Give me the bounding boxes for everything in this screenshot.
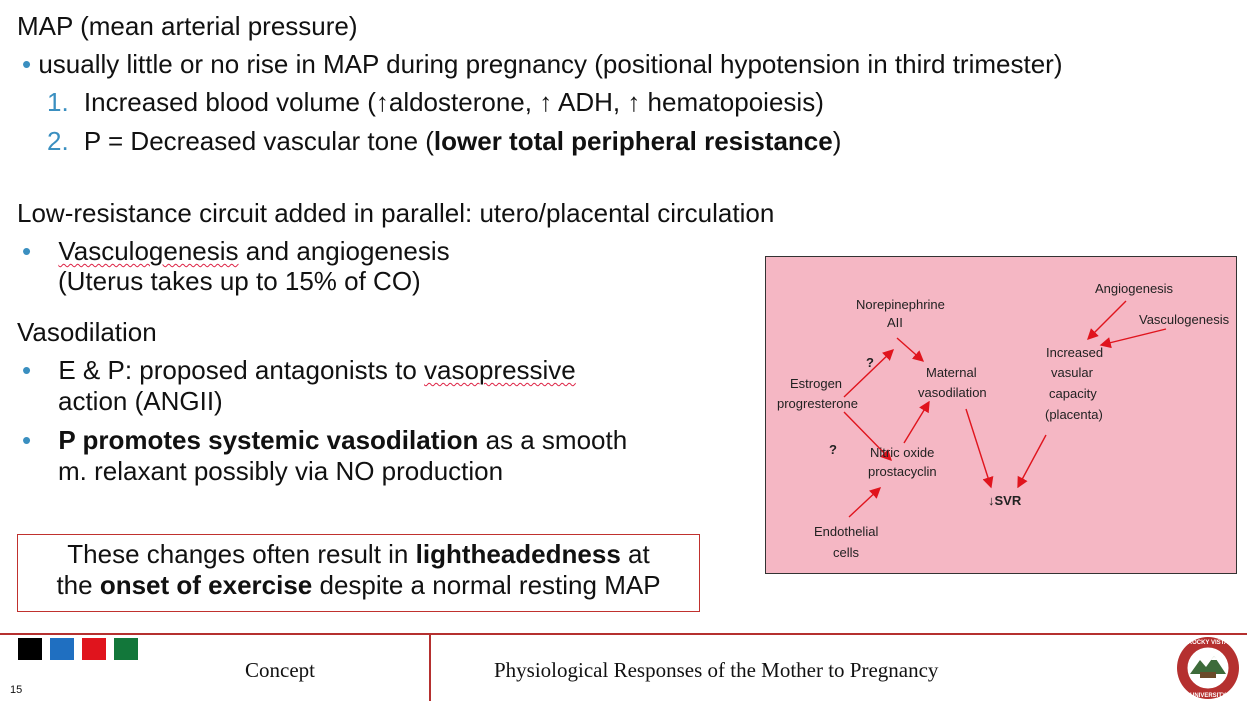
svg-text:UNIVERSITY: UNIVERSITY (1190, 693, 1226, 699)
list-number: 2. (47, 126, 69, 156)
bullet-icon: • (22, 425, 32, 455)
label-question-1: ? (866, 355, 874, 370)
list-number: 1. (47, 87, 69, 117)
map-bullet: • usually little or no rise in MAP durin… (22, 49, 1062, 80)
vaso-bullet-1-line2: action (ANGII) (58, 386, 223, 416)
spellcheck-word: Vasculogenesis (58, 236, 239, 266)
lowres-bullet: • Vasculogenesis and angiogenesis (22, 236, 450, 266)
rvu-seal-icon: ROCKY VISTA UNIVERSITY (1177, 637, 1239, 699)
lowres-heading: Low-resistance circuit added in parallel… (17, 198, 775, 228)
label-norepinephrine: Norepinephrine (856, 297, 945, 312)
spellcheck-word: vasopressive (424, 355, 576, 385)
label-increased: Increased (1046, 345, 1103, 360)
callout-box: These changes often result in lightheade… (17, 534, 700, 612)
footer-title: Physiological Responses of the Mother to… (494, 658, 939, 682)
label-cells: cells (833, 545, 860, 560)
svg-text:ROCKY VISTA: ROCKY VISTA (1188, 640, 1229, 646)
list-item-1: 1. Increased blood volume (↑aldosterone,… (47, 87, 824, 118)
label-vasodilation: vasodilation (918, 385, 987, 400)
vaso-bullet-2: • P promotes systemic vasodilation as a … (22, 425, 628, 455)
label-estrogen: Estrogen (790, 376, 842, 391)
label-capacity: capacity (1049, 386, 1097, 401)
footer-vertical-divider (429, 633, 431, 701)
label-vasular: vasular (1051, 365, 1094, 380)
vaso-bullet-1: • E & P: proposed antagonists to vasopre… (22, 355, 576, 385)
footer-divider (0, 633, 1247, 635)
color-square-red (82, 638, 106, 660)
list-item-2: 2. P = Decreased vascular tone (lower to… (47, 126, 841, 157)
bullet-icon: • (22, 236, 32, 266)
list-item-text: P = Decreased vascular tone (lower total… (83, 126, 842, 156)
label-nitric-oxide: Nitric oxide (870, 445, 934, 460)
label-aii: AII (887, 315, 903, 330)
vaso-bullet-2-line2: m. relaxant possibly via NO production (58, 456, 504, 486)
map-heading: MAP (mean arterial pressure) (17, 11, 358, 41)
label-prostacyclin: prostacyclin (868, 464, 937, 479)
university-logo: ROCKY VISTA UNIVERSITY (1176, 636, 1240, 700)
label-vasculogenesis: Vasculogenesis (1139, 312, 1230, 327)
list-item-text: Increased blood volume (↑aldosterone, ↑ … (83, 87, 824, 117)
bullet-icon: • (22, 355, 32, 385)
bullet-icon: • (22, 49, 32, 79)
vaso-heading: Vasodilation (17, 317, 157, 347)
label-placenta: (placenta) (1045, 407, 1103, 422)
vasodilation-diagram: Norepinephrine AII ? Estrogen progrester… (765, 256, 1237, 574)
label-maternal: Maternal (926, 365, 977, 380)
diagram-svg: Norepinephrine AII ? Estrogen progrester… (777, 281, 1230, 560)
label-angiogenesis: Angiogenesis (1095, 281, 1174, 296)
footer-concept: Concept (245, 658, 315, 682)
color-square-black (18, 638, 42, 660)
map-bullet-text: usually little or no rise in MAP during … (38, 49, 1063, 79)
diagram-arrows (843, 300, 1167, 518)
label-question-2: ? (829, 442, 837, 457)
slide-number: 15 (10, 684, 23, 696)
lowres-bullet-line2: (Uterus takes up to 15% of CO) (58, 266, 421, 296)
label-endothelial: Endothelial (814, 524, 878, 539)
color-square-blue (50, 638, 74, 660)
label-progesterone: progresterone (777, 396, 858, 411)
color-square-green (114, 638, 138, 660)
label-svr: ↓SVR (988, 493, 1022, 508)
